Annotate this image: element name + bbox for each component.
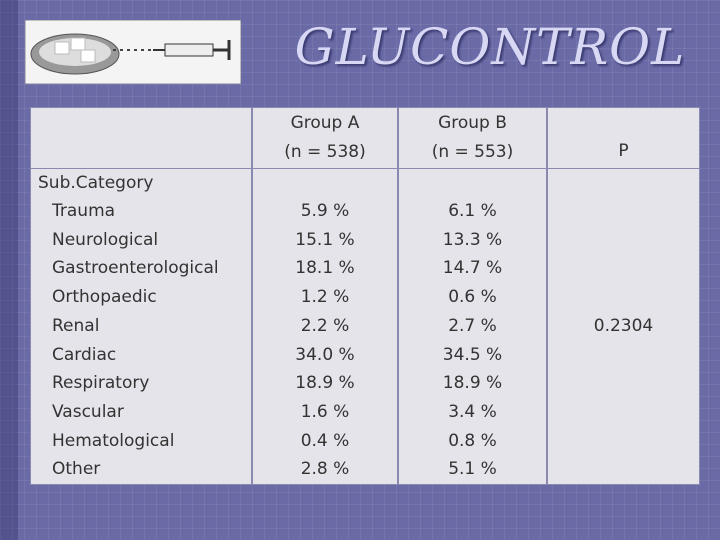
column-header: (n = 538) <box>284 142 366 162</box>
group-b-value: 2.7 % <box>448 315 497 336</box>
category: Hematological <box>52 430 175 451</box>
column-header: Group A <box>290 113 360 133</box>
category: Trauma <box>52 201 116 221</box>
group-a-value: 18.1 % <box>295 258 355 279</box>
group-a-value: 1.2 % <box>300 287 350 308</box>
group-a-value: 2.2 % <box>300 315 350 336</box>
group-b-value: 3.4 % <box>448 401 497 422</box>
body-cell <box>398 168 547 485</box>
group-b-value: 0.8 % <box>448 430 497 451</box>
sugar-cube <box>70 37 86 51</box>
side-strip <box>0 0 18 540</box>
category: Renal <box>52 315 100 336</box>
syringe-barrel <box>164 43 214 57</box>
column-header: Group B <box>438 113 507 133</box>
group-b-value: 5.1 % <box>448 459 497 480</box>
group-b-value: 14.7 % <box>442 258 503 279</box>
sugar-cube <box>80 49 96 63</box>
group-b-value: 13.3 % <box>442 229 503 250</box>
group-a-value: 2.8 % <box>300 459 350 480</box>
column-header: (n = 553) <box>431 142 514 162</box>
category: Orthopaedic <box>52 287 157 308</box>
header-cell <box>398 107 547 169</box>
group-a-value: 18.9 % <box>295 373 355 394</box>
group-b-value: 18.9 % <box>442 373 503 394</box>
category-heading: Sub.Category <box>38 173 154 193</box>
slide-title: GLUCONTROL <box>294 18 686 76</box>
group-a-value: 34.0 % <box>295 344 355 365</box>
category: Vascular <box>52 401 124 422</box>
category: Gastroenterological <box>52 258 219 279</box>
body-cell <box>252 168 398 485</box>
group-a-value: 1.6 % <box>300 401 350 422</box>
illustration <box>25 20 241 84</box>
header-cell <box>30 107 252 169</box>
category: Respiratory <box>52 373 150 394</box>
group-a-value: 5.9 % <box>300 201 350 221</box>
body-cell <box>547 168 700 485</box>
group-a-value: 15.1 % <box>295 229 355 250</box>
category: Neurological <box>52 229 159 250</box>
category: Cardiac <box>52 344 117 365</box>
column-header: P <box>618 141 629 161</box>
p-value: 0.2304 <box>593 316 654 336</box>
sugar-cube <box>54 41 70 55</box>
category: Other <box>52 459 101 480</box>
group-b-value: 34.5 % <box>442 344 503 365</box>
group-a-value: 0.4 % <box>300 430 350 451</box>
group-b-value: 6.1 % <box>448 201 497 221</box>
header-cell <box>547 107 700 169</box>
body-cell <box>30 168 252 485</box>
group-b-value: 0.6 % <box>448 287 497 308</box>
